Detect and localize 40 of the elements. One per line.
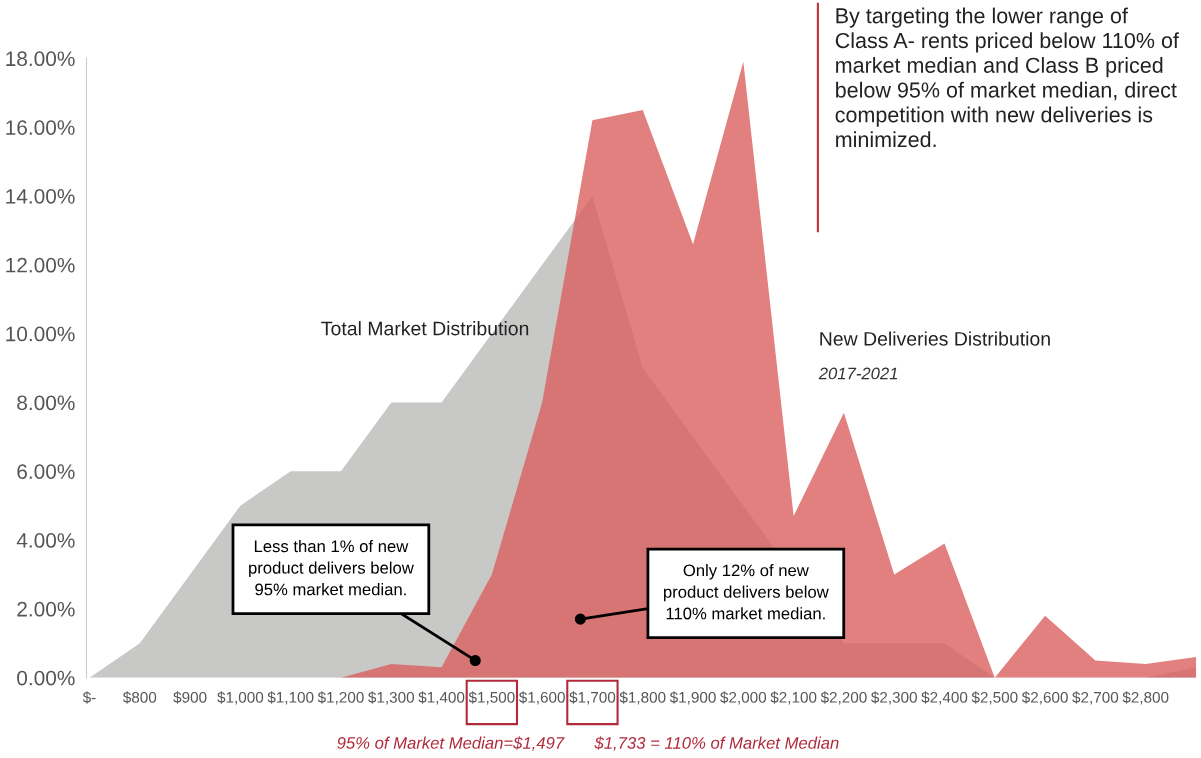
- text: New Deliveries Distribution: [820, 331, 1050, 346]
- x-tick-label: $1,800: [619, 691, 666, 705]
- annotation: Only 12% of new product delivers below 110% market median.: [664, 564, 829, 620]
- x-tick-label: $1,200: [317, 691, 364, 705]
- x-tick-label: $2,100: [770, 691, 817, 705]
- x-tick-label: $1,000: [217, 691, 264, 705]
- x-tick-label: $1,100: [267, 691, 314, 705]
- y-tick-label: 8.00%: [17, 395, 75, 411]
- x-tick-label: $2,200: [820, 691, 867, 705]
- x-tick-label: $1,600: [518, 691, 565, 705]
- x-tick-label: $2,000: [720, 691, 767, 705]
- x-tick-label: $2,800: [1122, 691, 1169, 705]
- y-tick-label: 4.00%: [16, 533, 75, 548]
- x-tick-label: $2,700: [1072, 691, 1119, 705]
- x-tick-label: $-: [82, 691, 96, 704]
- x-tick-label: $2,600: [1021, 691, 1068, 705]
- y-tick-label: 6.00%: [17, 464, 75, 479]
- annotation: Less than 1% of new product delivers below 95% market median.: [249, 539, 414, 596]
- x-tick-label: $1,400: [418, 691, 465, 705]
- x-tick-label: $800: [122, 691, 157, 704]
- y-tick-label: 2.00%: [17, 601, 75, 617]
- y-tick-label: 12.00%: [6, 257, 75, 273]
- x-tick-label: $2,500: [971, 691, 1018, 705]
- y-tick-label: 18.00%: [6, 51, 75, 67]
- x-tick-label: $900: [173, 691, 207, 704]
- x-tick-label: $1,700: [569, 691, 616, 705]
- text: $1,733 = 110% of Market Median: [594, 736, 839, 751]
- x-tick-label: $1,500: [468, 691, 515, 705]
- x-tick-label: $1,900: [669, 691, 716, 705]
- y-tick-label: 16.00%: [6, 120, 75, 135]
- x-tick-label: $2,400: [921, 691, 968, 705]
- x-tick-label: $2,300: [871, 691, 917, 705]
- annotation: By targeting the lower range of Class A- rents priced below 110% of market median and Class B priced below 95% of market median, direct competition with new deliveries is minimized.: [835, 7, 1179, 148]
- y-tick-label: 10.00%: [6, 326, 75, 342]
- annotation: 2017-2021: [818, 367, 898, 380]
- y-tick-label: 14.00%: [6, 188, 75, 204]
- text: 95% of Market Median=$1,497: [337, 736, 565, 751]
- y-tick-label: 0.00%: [17, 670, 75, 686]
- x-tick-label: $1,300: [368, 691, 415, 705]
- series-label: Total Market Distribution: [321, 321, 529, 336]
